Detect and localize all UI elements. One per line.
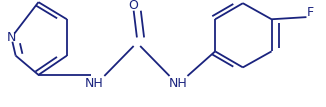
Text: N: N <box>7 31 16 44</box>
Text: F: F <box>307 6 314 19</box>
Text: O: O <box>129 0 139 12</box>
Text: NH: NH <box>168 77 187 90</box>
Text: NH: NH <box>85 77 104 90</box>
